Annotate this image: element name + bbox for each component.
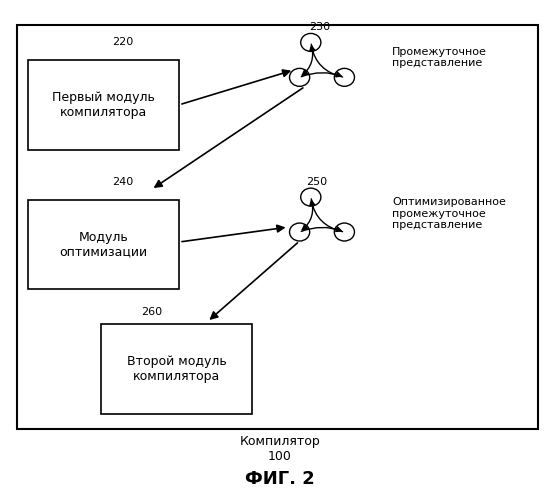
Text: Второй модуль
компилятора: Второй модуль компилятора bbox=[127, 355, 226, 383]
Text: 250: 250 bbox=[306, 177, 327, 187]
Circle shape bbox=[334, 223, 354, 241]
Bar bbox=[101, 324, 252, 414]
Circle shape bbox=[290, 223, 310, 241]
Text: Модуль
оптимизации: Модуль оптимизации bbox=[59, 231, 148, 258]
Text: 220: 220 bbox=[113, 37, 134, 47]
Text: Первый модуль
компилятора: Первый модуль компилятора bbox=[52, 91, 155, 119]
Bar bbox=[28, 200, 179, 289]
Bar bbox=[17, 25, 538, 429]
Text: 260: 260 bbox=[141, 307, 162, 317]
Bar bbox=[28, 60, 179, 150]
Circle shape bbox=[290, 68, 310, 86]
Text: Компилятор
100: Компилятор 100 bbox=[240, 435, 320, 463]
Text: Оптимизированное
промежуточное
представление: Оптимизированное промежуточное представл… bbox=[392, 197, 506, 230]
Circle shape bbox=[301, 33, 321, 51]
Circle shape bbox=[301, 188, 321, 206]
Circle shape bbox=[334, 68, 354, 86]
Text: ФИГ. 2: ФИГ. 2 bbox=[245, 470, 315, 488]
Text: 230: 230 bbox=[309, 22, 330, 32]
Text: 240: 240 bbox=[113, 177, 134, 187]
Text: Промежуточное
представление: Промежуточное представление bbox=[392, 46, 487, 68]
